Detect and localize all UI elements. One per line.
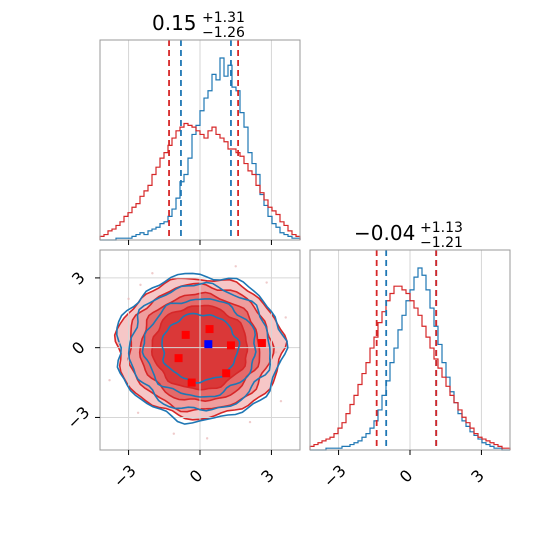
- hist2-ticklabel-2: 3: [467, 466, 488, 487]
- hist1-title-lower: −1.26: [202, 25, 245, 41]
- contour-xticklabel-1: 0: [186, 466, 207, 487]
- red-marker: [187, 378, 196, 387]
- red-marker: [181, 330, 190, 339]
- red-marker: [205, 325, 214, 334]
- hist2-quantiles: [375, 250, 438, 450]
- contour-scatter-point: [284, 316, 287, 319]
- red-marker: [174, 354, 183, 363]
- contour-scatter-point: [172, 432, 176, 435]
- contour-scatter-point: [205, 437, 209, 440]
- contour-scatter-point: [108, 379, 111, 382]
- contour-scatter-point: [248, 420, 252, 424]
- hist1-ticks: [128, 240, 272, 245]
- contour-yticklabel-0: −3: [63, 403, 93, 433]
- hist2-ticks: −3 0 3: [320, 450, 488, 491]
- contour-blue-lines: [115, 272, 289, 425]
- contour-scatter-point: [234, 265, 237, 268]
- contour-scatter-point: [265, 281, 268, 284]
- blue-marker: [204, 340, 213, 349]
- red-marker: [222, 369, 231, 378]
- contour-xticklabel-2: 3: [257, 466, 278, 487]
- contour-blue-3: [161, 312, 241, 384]
- hist1-title-median: 0.15: [152, 11, 197, 35]
- contour-scatter-point: [136, 411, 140, 414]
- contour-scatter-point: [139, 283, 142, 287]
- contour-scatter-point: [279, 399, 283, 403]
- hist2-grid: [338, 250, 482, 450]
- contour-scatter-point: [117, 341, 121, 345]
- hist1-step-red: [99, 122, 301, 240]
- contour-blue-1: [127, 281, 272, 412]
- hist2-title-lower: −1.21: [420, 235, 463, 251]
- red-marker: [226, 341, 235, 350]
- contour-blue-0: [115, 272, 289, 425]
- hist1-step-blue: [100, 57, 301, 241]
- hist1-quantiles: [168, 40, 239, 240]
- hist-panel-param2: −3 0 3 −0.04 +1.13 −1.21: [309, 220, 511, 491]
- hist1-title-upper: +1.31: [202, 10, 245, 26]
- contour-yticklabel-2: 3: [68, 268, 89, 289]
- hist2-step-blue: [310, 267, 510, 451]
- contour-scatter-point: [127, 297, 130, 301]
- hist2-steps: [309, 267, 511, 451]
- contour-yticklabel-1: 0: [68, 338, 89, 359]
- hist2-ticklabel-0: −3: [320, 461, 350, 491]
- contour-markers: [174, 325, 266, 387]
- contour-panel: −3 0 3 −3 0 3: [63, 249, 301, 491]
- hist1-grid: [128, 40, 272, 240]
- contour-xticklabel-0: −3: [110, 461, 140, 491]
- hist1-steps: [99, 57, 301, 241]
- hist2-title-upper: +1.13: [420, 220, 463, 236]
- hist-panel-param1: 0.15 +1.31 −1.26: [99, 10, 301, 245]
- contour-scatter-point: [151, 272, 154, 275]
- hist2-step-red: [309, 285, 511, 450]
- contour-blue-2: [141, 298, 257, 398]
- red-marker: [257, 339, 266, 348]
- contour-scatter-point: [274, 351, 278, 354]
- contour-scatter: [108, 265, 287, 440]
- hist2-title-median: −0.04: [354, 221, 415, 245]
- hist2-ticklabel-1: 0: [396, 466, 417, 487]
